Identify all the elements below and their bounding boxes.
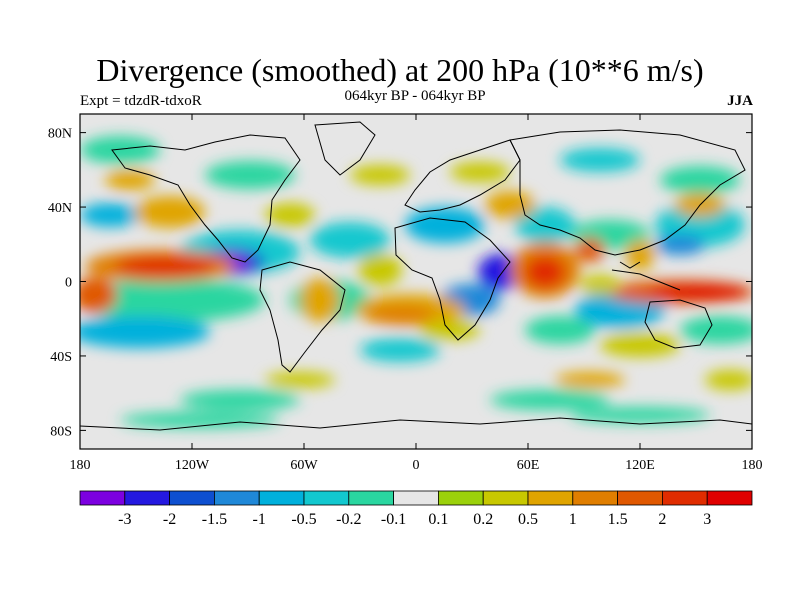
colorbar-label: 2 [658, 511, 666, 528]
colorbar-swatch [706, 490, 753, 506]
colorbar-swatch [124, 490, 171, 506]
colorbar-label: -3 [118, 511, 131, 528]
colorbar-swatch [303, 490, 350, 506]
x-tick-label: 60W [290, 458, 318, 473]
colorbar-swatch [169, 490, 215, 506]
colorbar-label: -1 [253, 511, 266, 528]
y-tick-label: 80N [48, 127, 72, 142]
colorbar-label: 1.5 [608, 511, 628, 528]
coastlines [80, 121, 752, 431]
y-axis: 80N 40N 0 40S 80S [48, 127, 752, 439]
x-tick-label: 120W [175, 458, 210, 473]
colorbar-label: -0.1 [381, 511, 406, 528]
colorbar-swatch [258, 490, 305, 506]
experiment-label: Expt = tdzdR-tdxoR [80, 93, 202, 109]
plot-title: Divergence (smoothed) at 200 hPa (10**6 … [96, 52, 704, 88]
x-tick-label: 180 [70, 458, 91, 473]
colorbar-label: -1.5 [202, 511, 227, 528]
colorbar-label: 0.2 [473, 511, 493, 528]
colorbar-swatch [79, 490, 126, 506]
y-tick-label: 0 [65, 276, 72, 291]
colorbar: -3 -2 -1.5 -1 -0.5 -0.2 -0.1 0.1 0.2 0.5 1 1.5 2 3 [79, 490, 753, 528]
y-tick-label: 40S [50, 350, 72, 365]
divergence-field [80, 136, 752, 428]
season-label: JJA [727, 93, 753, 109]
x-tick-label: 0 [413, 458, 420, 473]
colorbar-swatch [348, 490, 394, 506]
colorbar-swatch [572, 490, 618, 506]
colorbar-label: 0.1 [428, 511, 448, 528]
period-label: 064kyr BP - 064kyr BP [344, 88, 486, 104]
colorbar-swatch [393, 490, 439, 506]
y-tick-label: 80S [50, 424, 72, 439]
colorbar-swatch [662, 490, 708, 506]
colorbar-label: -0.2 [336, 511, 361, 528]
colorbar-label: 0.5 [518, 511, 538, 528]
colorbar-label: -0.5 [291, 511, 316, 528]
x-tick-label: 120E [625, 458, 655, 473]
colorbar-label: -2 [163, 511, 176, 528]
colorbar-swatch [213, 490, 260, 506]
x-tick-label: 60E [517, 458, 540, 473]
colorbar-swatch [437, 490, 484, 506]
y-tick-label: 40N [48, 201, 72, 216]
colorbar-swatch [617, 490, 663, 506]
x-tick-label: 180 [742, 458, 763, 473]
x-axis: 180 120W 60W 0 60E 120E 180 [70, 114, 763, 473]
colorbar-swatch [482, 490, 529, 506]
colorbar-label: 1 [569, 511, 577, 528]
colorbar-label: 3 [703, 511, 711, 528]
colorbar-swatch [527, 490, 574, 506]
